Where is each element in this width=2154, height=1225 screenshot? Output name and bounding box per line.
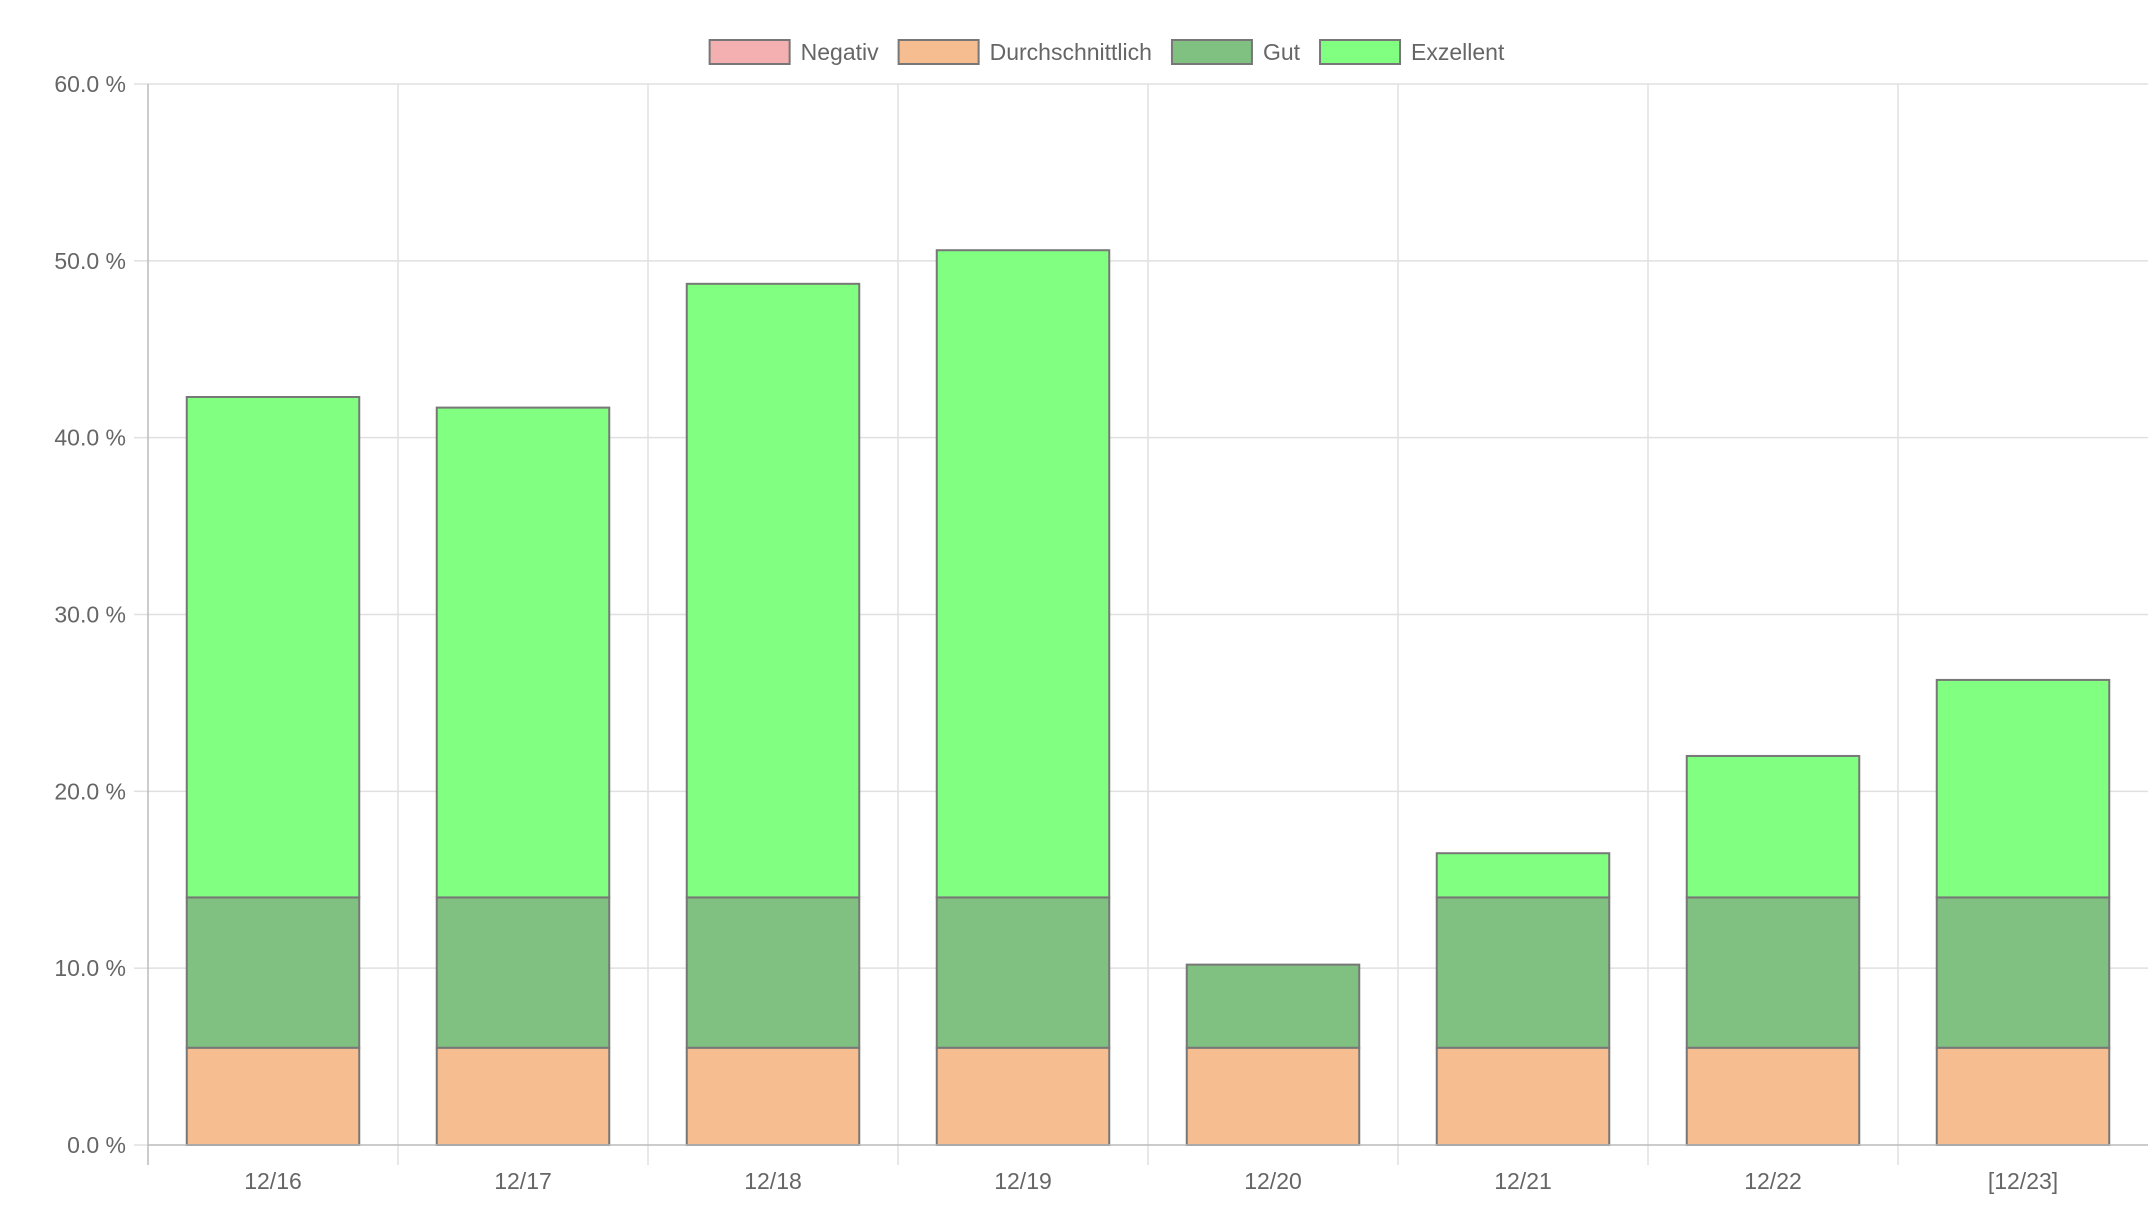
x-tick-label: [12/23] [1988,1168,2058,1194]
y-tick-label: 20.0 % [54,778,126,804]
legend-item-gut[interactable]: Gut [1170,39,1301,65]
legend-item-exzellent[interactable]: Exzellent [1319,39,1505,65]
y-tick-label: 60.0 % [54,71,126,97]
x-tick-label: 12/21 [1494,1168,1552,1194]
y-tick-label: 0.0 % [67,1132,126,1158]
bar-segment-exzellent-1[interactable] [435,406,611,899]
x-tick-label: 12/22 [1744,1168,1802,1194]
bar-segment-exzellent-6[interactable] [1685,754,1861,899]
x-tick-label: 12/19 [994,1168,1052,1194]
bar-segment-durchschnittlich-3[interactable] [935,1046,1111,1147]
y-tick-label: 40.0 % [54,425,126,451]
bar-segment-durchschnittlich-7[interactable] [1935,1046,2111,1147]
bar-segment-exzellent-0[interactable] [185,395,361,899]
legend-item-durchschnittlich[interactable]: Durchschnittlich [897,39,1152,65]
bar-segment-gut-6[interactable] [1685,896,1861,1049]
legend-label: Negativ [801,39,879,65]
legend-label: Exzellent [1411,39,1505,65]
x-tick-label: 12/18 [744,1168,802,1194]
bar-segment-gut-4[interactable] [1185,963,1361,1049]
bar-segment-durchschnittlich-0[interactable] [185,1046,361,1147]
bar-segment-exzellent-5[interactable] [1435,852,1611,899]
legend-label: Durchschnittlich [990,39,1152,65]
y-tick-label: 10.0 % [54,955,126,981]
axes: 0.0 % 10.0 % 20.0 % 30.0 % 40.0 % 50.0 % 60.0 … [54,71,2148,1194]
y-tick-label: 30.0 % [54,602,126,628]
bar-segment-durchschnittlich-2[interactable] [685,1046,861,1147]
legend[interactable]: Negativ Durchschnittlich Gut Exzellent [708,39,1505,65]
bar-segment-gut-5[interactable] [1435,896,1611,1049]
bar-segment-exzellent-2[interactable] [685,282,861,899]
bar-segment-durchschnittlich-5[interactable] [1435,1046,1611,1147]
bar-segment-gut-3[interactable] [935,896,1111,1049]
bar-segment-durchschnittlich-4[interactable] [1185,1046,1361,1147]
x-tick-label: 12/17 [494,1168,552,1194]
bar-segment-gut-7[interactable] [1935,896,2111,1049]
bar-segment-gut-1[interactable] [435,896,611,1049]
legend-swatch [1170,39,1253,65]
x-tick-label: 12/20 [1244,1168,1302,1194]
legend-label: Gut [1263,39,1301,65]
legend-swatch [1319,39,1402,65]
bar-segment-durchschnittlich-6[interactable] [1685,1046,1861,1147]
bar-segment-durchschnittlich-1[interactable] [435,1046,611,1147]
bar-segment-exzellent-7[interactable] [1935,678,2111,899]
x-tick-label: 12/16 [244,1168,302,1194]
y-tick-label: 50.0 % [54,248,126,274]
bar-segment-gut-2[interactable] [685,896,861,1049]
legend-swatch [708,39,791,65]
legend-swatch [897,39,980,65]
bar-segment-exzellent-3[interactable] [935,249,1111,899]
bars [185,249,2111,1147]
legend-item-negativ[interactable]: Negativ [708,39,879,65]
bar-segment-gut-0[interactable] [185,896,361,1049]
